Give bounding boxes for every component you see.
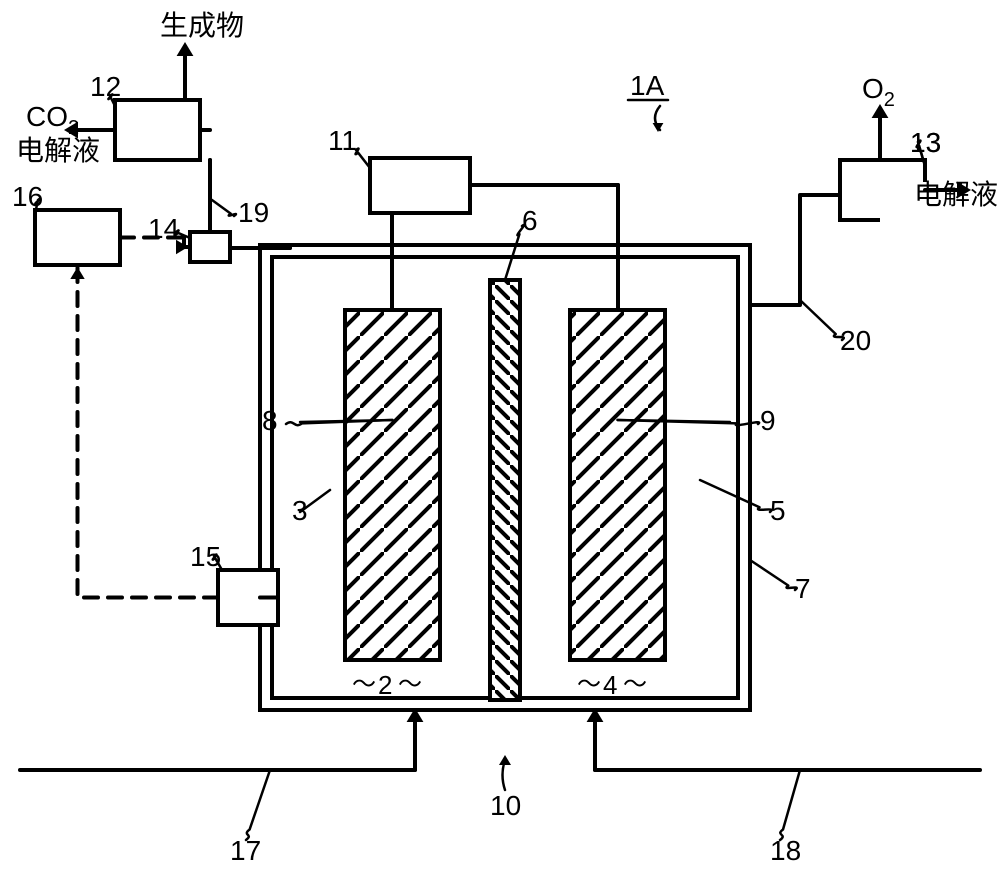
svg-text:O2: O2 [862,73,895,111]
svg-text:CO2: CO2 [26,101,79,139]
svg-text:生成物: 生成物 [160,10,244,41]
svg-text:电解液: 电解液 [16,135,100,166]
svg-text:3: 3 [292,495,308,526]
svg-text:1A: 1A [630,70,665,101]
svg-text:电解液: 电解液 [914,179,998,210]
svg-text:9: 9 [760,405,776,436]
electrolysis-diagram: ～2～～4～生成物CO2电解液O2电解液电解液电解液101A1112131415… [0,0,1000,885]
svg-text:～: ～ [623,671,647,698]
svg-text:12: 12 [90,71,121,102]
svg-text:～: ～ [398,671,422,698]
svg-text:4: 4 [603,670,617,700]
svg-text:18: 18 [770,835,801,866]
svg-text:10: 10 [490,790,521,821]
svg-text:11: 11 [328,125,357,156]
svg-text:13: 13 [910,127,941,158]
svg-text:16: 16 [12,181,43,212]
svg-text:～: ～ [577,671,601,698]
svg-text:19: 19 [238,197,269,228]
svg-text:8: 8 [262,405,278,436]
svg-text:14: 14 [148,213,179,244]
svg-text:2: 2 [378,670,392,700]
svg-text:20: 20 [840,325,871,356]
svg-text:6: 6 [522,205,538,236]
svg-text:～: ～ [352,671,376,698]
